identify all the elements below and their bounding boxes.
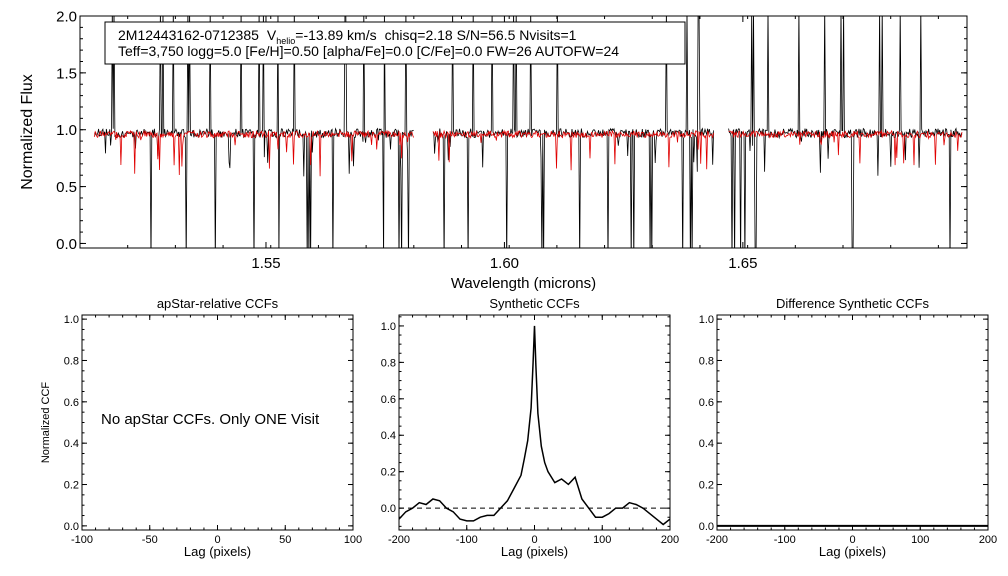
synthetic-spectrum-line [93, 129, 414, 177]
panel-title: apStar-relative CCFs [157, 296, 279, 311]
y-tick-label: 1.5 [56, 65, 77, 82]
x-tick-label: 100 [593, 534, 611, 546]
y-tick-label: 1.0 [381, 321, 396, 333]
x-tick-label: 100 [344, 534, 362, 546]
x-tick-label: 0 [849, 534, 855, 546]
x-tick-label: 0 [531, 534, 537, 546]
panel-title: Synthetic CCFs [489, 296, 580, 311]
y-tick-label: 0.8 [381, 357, 396, 369]
y-tick-label: 1.0 [699, 314, 714, 326]
y-tick-label: 0.8 [699, 355, 714, 367]
y-tick-label: 0.4 [699, 438, 714, 450]
x-axis-label: Wavelength (microns) [451, 275, 596, 292]
x-tick-label: 1.55 [251, 255, 280, 272]
ccf-series-line [398, 325, 671, 526]
y-tick-label: 0.4 [64, 438, 79, 450]
plot-frame [79, 15, 968, 249]
y-axis-label: Normalized Flux [19, 74, 36, 190]
v-helio-subscript: helio [276, 36, 295, 46]
y-tick-label: 0.6 [64, 397, 79, 409]
x-axis-label: Lag (pixels) [501, 544, 568, 559]
x-tick-label: 200 [979, 534, 997, 546]
x-tick-label: 200 [661, 534, 679, 546]
x-tick-label: 50 [279, 534, 291, 546]
y-tick-label: 0.0 [699, 521, 714, 533]
v-helio-label: V [267, 27, 277, 43]
observed-spectrum-line [432, 16, 714, 248]
x-tick-label: 100 [911, 534, 929, 546]
x-tick-label: -100 [774, 534, 796, 546]
x-tick-label: -100 [71, 534, 93, 546]
no-ccf-message: No apStar CCFs. Only ONE Visit [101, 411, 320, 428]
x-axis-label: Lag (pixels) [819, 544, 886, 559]
y-tick-label: 0.0 [381, 503, 396, 515]
x-tick-label: 1.65 [728, 255, 757, 272]
x-axis-label: Lag (pixels) [184, 544, 251, 559]
plot-frame [716, 314, 989, 531]
x-tick-label: 1.60 [490, 255, 519, 272]
y-tick-label: 0.5 [56, 179, 77, 196]
annotation-line-2: Teff=3,750 logg=5.0 [Fe/H]=0.50 [alpha/F… [118, 43, 619, 59]
x-tick-label: -200 [388, 534, 410, 546]
annotation-line-1: 2M12443162-0712385 Vhelio=-13.89 km/s chis… [118, 27, 577, 46]
y-tick-label: 0.2 [381, 467, 396, 479]
y-tick-label: 0.2 [699, 479, 714, 491]
x-tick-label: -100 [456, 534, 478, 546]
y-tick-label: 1.0 [64, 314, 79, 326]
y-tick-label: 0.6 [381, 394, 396, 406]
v-helio-value: =-13.89 km/s [295, 27, 376, 43]
y-tick-label: 0.0 [64, 521, 79, 533]
y-tick-label: 0.0 [56, 236, 77, 253]
y-tick-label: 0.4 [381, 430, 396, 442]
y-tick-label: 2.0 [56, 8, 77, 25]
synthetic-spectrum-line [728, 129, 963, 166]
difference-ccf-panel: -200 -100 0 100 200 0.0 0.2 0.4 0.6 0.8 1.0 Lag (pi… [699, 296, 997, 559]
fit-stats: chisq=2.18 S/N=56.5 Nvisits=1 [385, 27, 577, 43]
x-tick-label: 0 [214, 534, 220, 546]
observed-spectrum-line [728, 16, 963, 248]
y-axis-label: Normalized CCF [40, 382, 52, 464]
synthetic-spectrum-line [432, 129, 714, 171]
x-tick-label: -200 [706, 534, 728, 546]
apstar-ccf-panel: -100 -50 0 50 100 0.0 0.2 0.4 0.6 0.8 1.0 Lag (pixe… [40, 296, 362, 559]
panel-title: Difference Synthetic CCFs [776, 296, 929, 311]
y-tick-label: 0.6 [699, 397, 714, 409]
annotation-box [104, 21, 686, 65]
star-id: 2M12443162-0712385 [118, 27, 259, 43]
y-tick-label: 0.8 [64, 355, 79, 367]
y-tick-label: 0.2 [64, 479, 79, 491]
y-tick-label: 1.0 [56, 122, 77, 139]
synthetic-ccf-panel: -200 -100 0 100 200 0.0 0.2 0.4 0.6 0.8 1.0 Lag (pi… [381, 296, 679, 559]
x-tick-label: -50 [142, 534, 158, 546]
observed-spectrum-line [94, 16, 414, 248]
spectrum-panel: 1.55 1.60 1.65 0.0 0.5 1.0 1.5 2.0 Wavelength (m… [19, 8, 968, 292]
